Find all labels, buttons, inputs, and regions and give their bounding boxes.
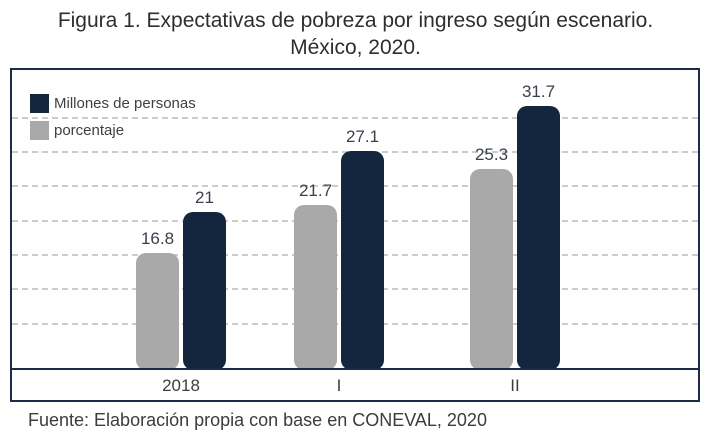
legend-item-porcentaje: porcentaje bbox=[30, 121, 196, 140]
gridline bbox=[12, 117, 698, 119]
source-note: Fuente: Elaboración propia con base en C… bbox=[28, 410, 487, 430]
bar-millones-II bbox=[517, 106, 560, 370]
plot-area: 16.8 21 2018 21.7 27.1 I 25.3 31.7 II bbox=[12, 70, 698, 400]
legend-swatch-gray bbox=[30, 121, 49, 140]
bar-value-millones-II: 31.7 bbox=[521, 82, 556, 101]
legend-label-millones: Millones de personas bbox=[49, 95, 196, 112]
category-label-2018: 2018 bbox=[162, 376, 200, 395]
bar-millones-I bbox=[341, 151, 384, 370]
bar-value-porcentaje-II: 25.3 bbox=[474, 145, 509, 164]
bar-value-millones-2018: 21 bbox=[195, 188, 214, 207]
bar-porcentaje-2018 bbox=[136, 253, 179, 370]
category-label-I: I bbox=[336, 376, 342, 395]
chart-legend: Millones de personas porcentaje bbox=[30, 94, 196, 148]
legend-item-millones: Millones de personas bbox=[30, 94, 196, 113]
bar-chart: 16.8 21 2018 21.7 27.1 I 25.3 31.7 II Millones d… bbox=[10, 68, 700, 402]
figure-title: Figura 1. Expectativas de pobreza por in… bbox=[57, 9, 654, 59]
legend-label-porcentaje: porcentaje bbox=[49, 122, 125, 139]
bar-value-porcentaje-2018: 16.8 bbox=[140, 229, 175, 248]
legend-swatch-navy bbox=[30, 94, 49, 113]
category-label-II: II bbox=[510, 376, 520, 395]
x-axis-line bbox=[12, 368, 698, 370]
bar-value-porcentaje-I: 21.7 bbox=[298, 181, 333, 200]
bar-value-millones-I: 27.1 bbox=[345, 127, 380, 146]
bar-porcentaje-I bbox=[294, 205, 337, 370]
bar-millones-2018 bbox=[183, 212, 226, 370]
bar-porcentaje-II bbox=[470, 169, 513, 370]
